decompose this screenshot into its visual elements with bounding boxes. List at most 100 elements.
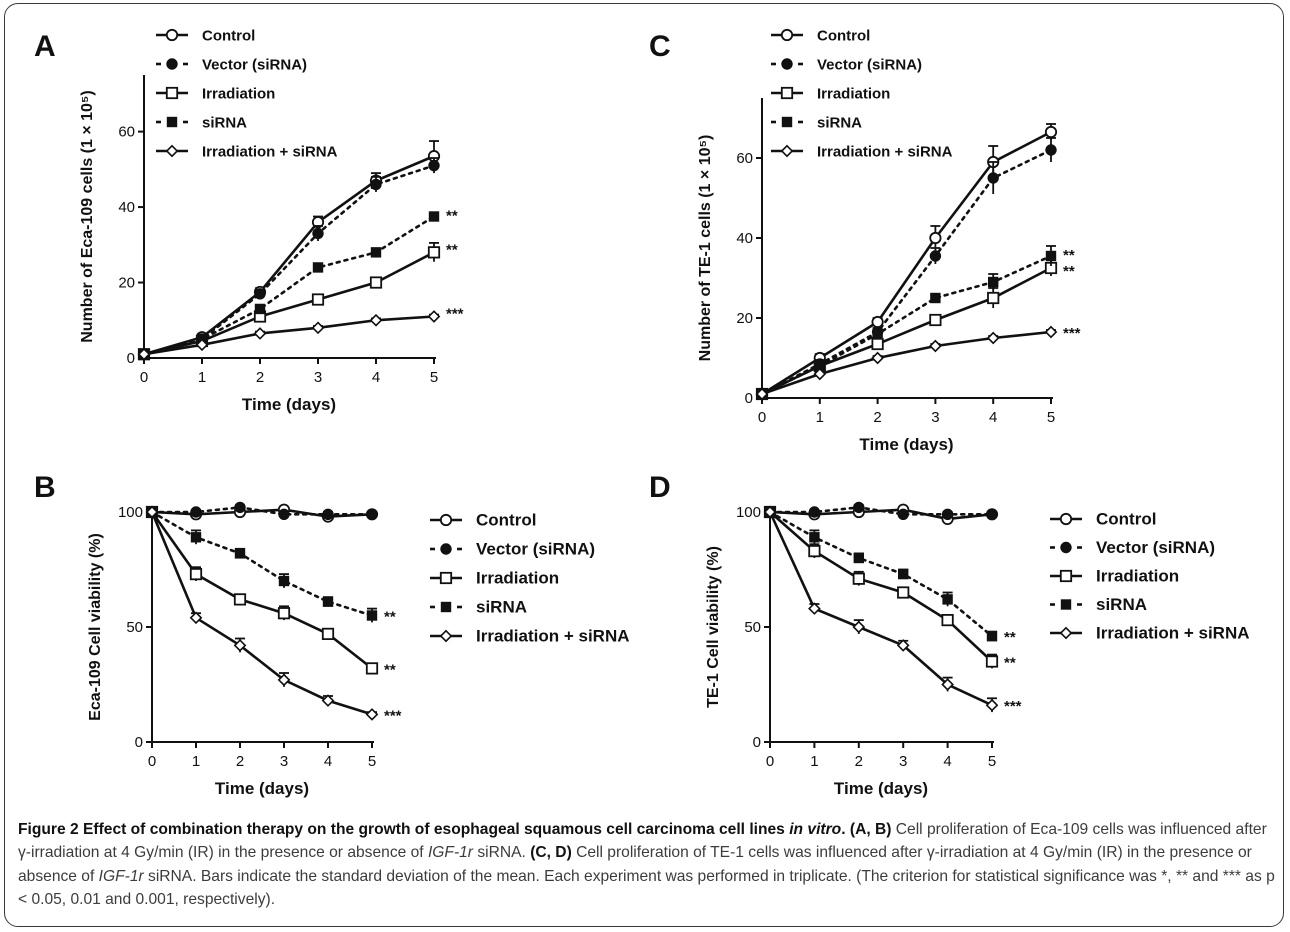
significance-label: ** — [384, 609, 396, 626]
legend-label: siRNA — [202, 115, 247, 132]
y-tick-label: 50 — [744, 619, 761, 636]
y-tick-label: 0 — [135, 734, 143, 751]
data-point — [369, 313, 383, 327]
legend-marker — [439, 629, 453, 643]
legend-marker — [780, 86, 794, 100]
legend-label: Irradiation — [1096, 567, 1179, 586]
legend-label: Vector (siRNA) — [1096, 538, 1215, 557]
y-axis-label: Eca-109 Cell viability (%) — [87, 533, 104, 721]
data-point — [872, 328, 883, 340]
series-line — [142, 315, 436, 356]
data-point — [808, 545, 821, 558]
panel-c: C 0 1 2 3 4 5 0 20 40 60 Time (days) Number of TE-1 … — [649, 28, 1081, 455]
panel-letter: B — [34, 471, 56, 504]
series-line — [768, 506, 994, 516]
data-point — [897, 586, 910, 599]
data-point — [988, 276, 999, 288]
data-point — [322, 508, 334, 520]
y-tick-label: 0 — [127, 350, 135, 367]
x-tick-label: 4 — [943, 753, 951, 770]
x-axis-label: Time (days) — [215, 779, 309, 798]
legend-item: Vector (siRNA) — [1050, 538, 1215, 557]
x-tick-label: 4 — [989, 409, 997, 426]
significance-label: *** — [1004, 698, 1022, 715]
data-point — [311, 293, 325, 306]
data-point — [986, 631, 998, 642]
legend-item: Vector (siRNA) — [771, 57, 922, 74]
y-tick-label: 100 — [736, 504, 761, 521]
legend-item: Irradiation — [430, 569, 559, 588]
series — [756, 245, 1057, 400]
legend-label: Irradiation + siRNA — [202, 144, 338, 161]
legend-marker — [780, 144, 794, 158]
legend-item: Irradiation + siRNA — [1050, 624, 1250, 643]
data-point — [813, 367, 827, 381]
caption-panels-ab: (A, B) — [849, 821, 892, 838]
data-point — [234, 501, 246, 514]
data-point — [986, 508, 998, 520]
legend-marker — [1059, 626, 1073, 640]
x-tick-label: 3 — [899, 753, 907, 770]
legend-marker — [439, 571, 453, 585]
series — [137, 310, 441, 361]
legend-marker — [1060, 599, 1072, 610]
significance-label: *** — [446, 306, 464, 323]
legend-item: siRNA — [1050, 595, 1147, 614]
legend-label: siRNA — [476, 598, 527, 617]
data-point — [755, 387, 769, 401]
y-tick-label: 0 — [753, 734, 761, 751]
series-line — [768, 510, 994, 638]
caption-gene: IGF-1r — [98, 867, 144, 885]
legend-item: Irradiation — [1050, 567, 1179, 586]
legend-label: Irradiation + siRNA — [476, 627, 630, 646]
data-point — [941, 508, 954, 520]
y-axis-label: Number of TE-1 cells (1 × 10⁵) — [697, 135, 714, 362]
legend-item: Irradiation + siRNA — [156, 144, 338, 161]
data-point — [254, 288, 266, 300]
x-tick-label: 5 — [988, 753, 996, 770]
legend-item: Control — [1050, 510, 1156, 529]
caption-text: siRNA. Bars indicate the standard deviat… — [18, 867, 1275, 909]
legend-marker — [440, 543, 452, 555]
significance-label: ** — [446, 242, 458, 259]
legend-marker — [439, 513, 453, 527]
legend-item: siRNA — [156, 115, 247, 132]
x-axis-label: Time (days) — [242, 395, 336, 414]
legend-item: Vector (siRNA) — [156, 57, 307, 74]
legend-item: Vector (siRNA) — [430, 540, 595, 559]
panel-letter: A — [34, 30, 56, 63]
data-point — [189, 568, 203, 581]
data-point — [312, 227, 324, 240]
caption-text: Cell proliferation of Eca-109 cells was … — [18, 821, 1267, 862]
data-point — [987, 291, 1000, 305]
legend-label: Vector (siRNA) — [817, 57, 922, 74]
y-tick-label: 60 — [736, 150, 753, 167]
data-point — [277, 607, 291, 620]
x-tick-label: 4 — [324, 753, 332, 770]
legend-marker — [780, 28, 794, 42]
legend-item: Irradiation — [771, 86, 890, 103]
legend-label: Irradiation — [476, 569, 559, 588]
data-point — [312, 262, 324, 273]
significance-label: ** — [446, 208, 458, 225]
legend-label: Irradiation + siRNA — [817, 144, 953, 161]
x-tick-label: 2 — [256, 369, 264, 386]
caption-panels-cd: (C, D) — [530, 844, 572, 862]
y-tick-label: 50 — [126, 619, 143, 636]
data-point — [189, 611, 203, 625]
caption-text: Cell proliferation of TE-1 cells was inf… — [18, 844, 1252, 885]
series-line — [142, 154, 436, 356]
legend-marker — [166, 58, 178, 70]
data-point — [929, 250, 942, 262]
data-point — [898, 568, 909, 580]
data-point — [853, 552, 864, 564]
series — [138, 211, 440, 360]
x-tick-label: 0 — [148, 753, 156, 770]
legend-marker — [781, 116, 793, 128]
data-point — [366, 508, 378, 520]
legend-label: Irradiation — [817, 86, 890, 103]
significance-label: ** — [1063, 247, 1075, 264]
